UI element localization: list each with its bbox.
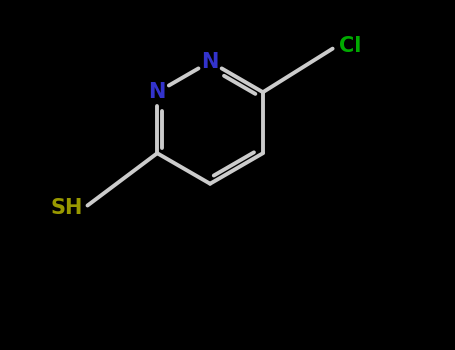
Text: Cl: Cl <box>339 36 362 56</box>
Text: SH: SH <box>51 198 83 218</box>
Text: N: N <box>202 52 219 72</box>
Text: N: N <box>148 82 166 102</box>
